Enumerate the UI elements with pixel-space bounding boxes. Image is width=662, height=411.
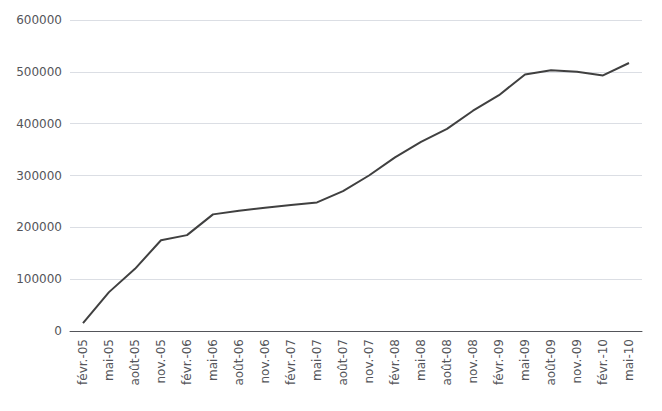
svg-text:févr.-09: févr.-09 xyxy=(492,339,506,385)
svg-text:nov.-09: nov.-09 xyxy=(570,339,584,384)
svg-text:nov.-06: nov.-06 xyxy=(258,339,272,384)
svg-text:nov.-05: nov.-05 xyxy=(154,339,168,384)
svg-text:500000: 500000 xyxy=(16,65,62,79)
svg-text:août-09: août-09 xyxy=(544,339,558,386)
svg-text:400000: 400000 xyxy=(16,117,62,131)
svg-text:août-08: août-08 xyxy=(440,339,454,386)
svg-text:nov.-07: nov.-07 xyxy=(362,339,376,384)
svg-text:mai-07: mai-07 xyxy=(310,339,324,381)
svg-text:févr.-06: févr.-06 xyxy=(180,339,194,385)
svg-text:févr.-10: févr.-10 xyxy=(596,339,610,385)
svg-text:0: 0 xyxy=(54,324,62,338)
svg-text:août-05: août-05 xyxy=(128,339,142,386)
svg-text:mai-08: mai-08 xyxy=(414,339,428,381)
svg-text:100000: 100000 xyxy=(16,272,62,286)
svg-text:mai-05: mai-05 xyxy=(102,339,116,381)
svg-text:600000: 600000 xyxy=(16,13,62,27)
svg-text:200000: 200000 xyxy=(16,220,62,234)
svg-text:nov.-08: nov.-08 xyxy=(466,339,480,384)
svg-text:août-07: août-07 xyxy=(336,339,350,386)
svg-text:300000: 300000 xyxy=(16,169,62,183)
svg-text:févr.-08: févr.-08 xyxy=(388,339,402,385)
svg-text:mai-06: mai-06 xyxy=(206,339,220,381)
svg-text:mai-09: mai-09 xyxy=(518,339,532,381)
svg-text:févr.-05: févr.-05 xyxy=(76,339,90,385)
svg-text:mai-10: mai-10 xyxy=(622,339,636,381)
svg-text:févr.-07: févr.-07 xyxy=(284,339,298,385)
svg-text:août-06: août-06 xyxy=(232,339,246,386)
